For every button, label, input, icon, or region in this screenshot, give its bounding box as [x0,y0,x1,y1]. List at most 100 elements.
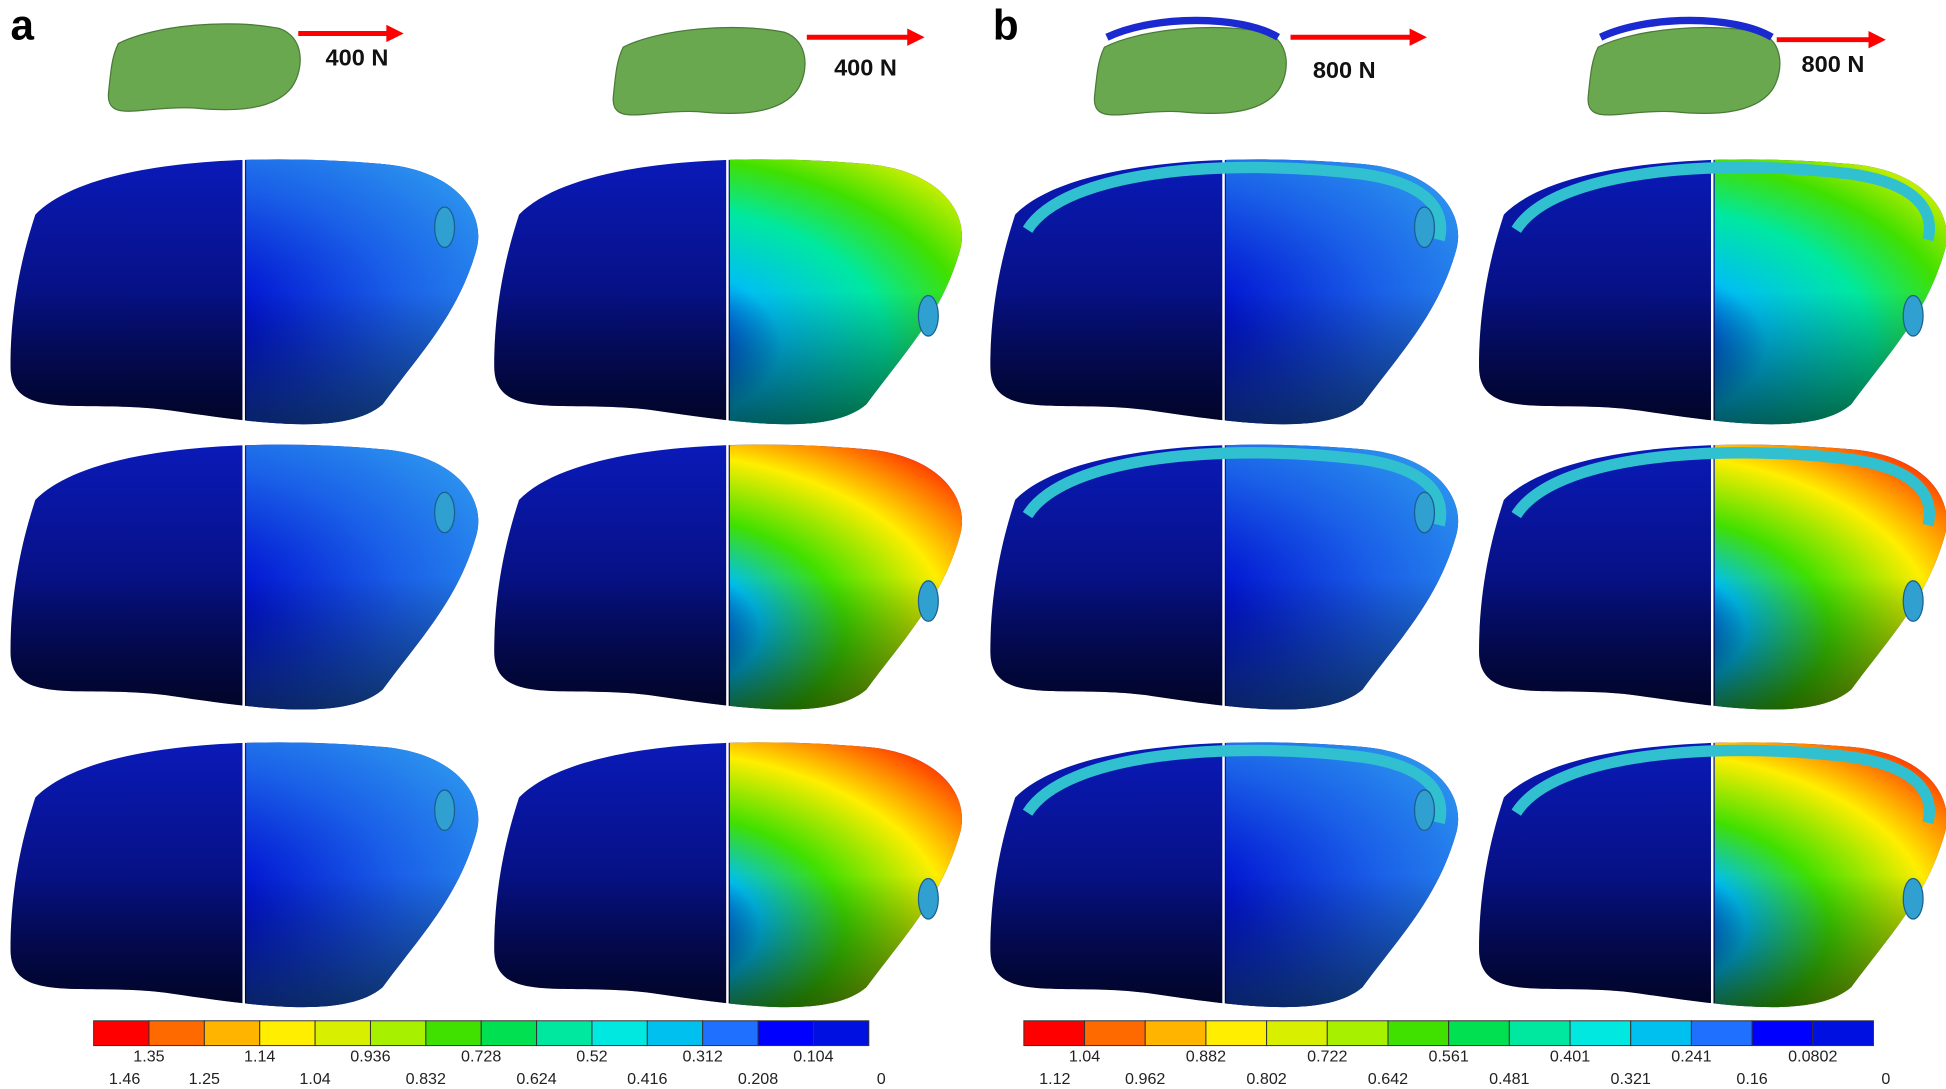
colorbar-label: 0.0802 [1788,1048,1837,1066]
colorbar-label: 0.722 [1307,1048,1347,1066]
plate [1511,161,1935,242]
colorbar-label: 1.46 [109,1070,140,1088]
colorbar-label: 0.802 [1246,1070,1286,1088]
model [10,156,479,425]
force-label: 400 N [326,45,389,71]
colorbar-label: 0.728 [461,1048,501,1066]
colorbar-swatch [480,1020,538,1047]
colorbar-swatch [1084,1020,1146,1047]
colorbar-swatch [536,1020,593,1047]
colorbar-label: 0.16 [1736,1070,1767,1088]
plate [1105,16,1281,41]
screw [434,491,456,534]
model [1479,156,1946,425]
colorbar-label: 0.401 [1550,1048,1590,1066]
colorbar-swatch [812,1020,870,1047]
arrow-head [1868,31,1886,49]
colorbar-label: 0.481 [1489,1070,1529,1088]
model [494,739,963,1008]
colorbar-label: 0.832 [406,1070,446,1088]
colorbar-label: 0.936 [350,1048,390,1066]
model [494,156,963,425]
model [990,441,1459,710]
panel-label: a [11,2,35,49]
colorbar-label: 0.642 [1368,1070,1408,1088]
model [990,739,1459,1008]
screw [1413,491,1436,534]
screw [917,294,939,337]
screw [917,580,939,622]
model [10,739,479,1008]
colorbar-swatch [1812,1020,1874,1047]
colorbar-swatch [1448,1020,1510,1047]
screw [1902,294,1924,337]
models [10,16,1946,1008]
colorbar-swatch [259,1020,316,1047]
thumbnail [1587,26,1781,116]
force-label: 800 N [1802,51,1865,77]
plate [1511,744,1935,825]
colorbar-label: 1.25 [189,1070,220,1088]
colorbar-label: 1.04 [1069,1048,1100,1066]
colorbar-swatch [1751,1020,1814,1047]
screw [1902,580,1924,622]
model [10,441,479,710]
colorbar-swatch [1205,1020,1268,1047]
arrow-head [1409,28,1427,46]
colorbar-label: 0 [877,1070,886,1088]
screw [1413,789,1436,832]
colorbar-label: 1.14 [244,1048,275,1066]
model [494,441,963,710]
colorbar-swatch [1266,1020,1328,1047]
model [1479,739,1946,1008]
arrow-head [386,24,404,43]
colorbar-label: 0.241 [1671,1048,1711,1066]
colorbar-swatch [203,1020,261,1047]
colorbar-swatch [93,1020,150,1047]
colorbar-swatch [1023,1020,1086,1047]
colorbars: 1.46 1.35 1.25 1.14 1.04 0.936 0.832 0.728 0.624… [93,1020,1890,1088]
colorbar-label: 1.35 [133,1048,164,1066]
colorbar-label: 0.882 [1186,1048,1226,1066]
colorbar-swatch [1569,1020,1632,1047]
colorbar-swatch [1144,1020,1207,1047]
colorbar-label: 0.312 [683,1048,723,1066]
thumbnail [107,23,301,112]
colorbar-swatch [1326,1020,1389,1047]
screw [917,877,939,920]
colorbar-swatch [369,1020,427,1047]
screw [1902,877,1924,920]
plate [1022,744,1447,825]
force-label: 400 N [834,55,897,81]
colorbar-label: 0.962 [1125,1070,1165,1088]
plate [1022,161,1447,242]
colorbar-swatch [1508,1020,1571,1047]
colorbar-label: 0.208 [738,1070,778,1088]
panel-label: b [993,2,1019,49]
colorbar-label: 0.624 [516,1070,556,1088]
colorbar-swatch [1630,1020,1692,1047]
colorbar-label: 0.321 [1611,1070,1651,1088]
colorbar-label: 0.104 [793,1048,833,1066]
colorbar-swatch [314,1020,371,1047]
colorbar-label: 0 [1881,1070,1890,1088]
arrow-head [907,28,925,46]
colorbar-swatch [757,1020,814,1047]
screw [434,206,456,249]
colorbar-swatch [646,1020,704,1047]
colorbar-swatch [148,1020,205,1047]
colorbar-label: 1.12 [1039,1070,1070,1088]
colorbar-label: 0.52 [576,1048,607,1066]
screw [434,789,456,832]
thumbnail [1093,26,1287,116]
colorbar-swatch [591,1020,648,1047]
plate [1022,447,1447,527]
model [990,156,1459,425]
force-label: 800 N [1313,57,1376,83]
screw [1413,206,1436,249]
plate [1599,16,1774,41]
colorbar-label: 0.416 [627,1070,667,1088]
plate [1511,447,1935,527]
colorbar-swatch [1387,1020,1450,1047]
